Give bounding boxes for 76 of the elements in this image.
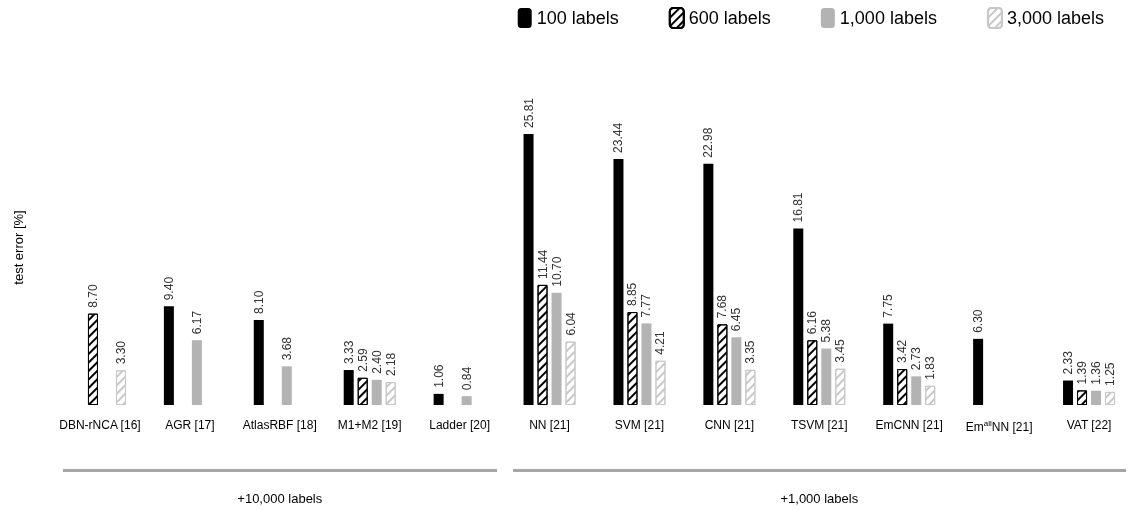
data-label: 6.45 — [729, 307, 744, 332]
data-label: 6.04 — [563, 311, 578, 336]
bar — [281, 366, 292, 405]
data-label: 2.73 — [909, 346, 924, 371]
data-label: 23.44 — [611, 122, 626, 153]
data-label: 3.42 — [895, 339, 910, 364]
data-label: 8.85 — [625, 282, 640, 307]
legend-label: 1,000 labels — [839, 8, 937, 28]
x-tick-label: SVM [21] — [614, 418, 665, 432]
data-label: 9.40 — [161, 276, 176, 301]
bar — [523, 134, 534, 405]
bar — [253, 319, 264, 405]
x-tick-label: VAT [22] — [1066, 418, 1112, 432]
data-label: 8.70 — [85, 283, 100, 308]
data-label: 1.06 — [431, 364, 446, 388]
data-label: 1.83 — [923, 356, 938, 380]
bar — [883, 323, 894, 405]
bar — [371, 379, 382, 405]
bar — [343, 370, 354, 405]
text: +10,000 labels — [237, 490, 323, 506]
bar — [461, 396, 472, 405]
x-tick-label: AtlasRBF [18] — [242, 418, 317, 432]
data-label: 11.44 — [535, 249, 550, 279]
x-tick-label: CNN [21] — [704, 418, 755, 432]
bar — [821, 348, 832, 405]
x-tick-label: TSVM [21] — [790, 418, 848, 432]
x-tick-label: M1+M2 [19] — [337, 418, 402, 432]
bar — [731, 337, 742, 405]
data-label: 2.33 — [1061, 350, 1076, 375]
bar — [973, 338, 984, 405]
bar — [191, 340, 202, 405]
data-label: 16.81 — [791, 192, 806, 223]
bar — [551, 292, 562, 405]
bar — [163, 306, 174, 405]
x-tick-label: DBN-rNCA [16] — [59, 418, 141, 432]
data-label: 25.81 — [521, 97, 536, 128]
text: +1,000 labels — [780, 490, 859, 506]
data-label: 3.30 — [113, 340, 128, 365]
bar — [793, 228, 804, 405]
data-label: 6.30 — [971, 309, 986, 333]
data-label: 8.10 — [251, 290, 266, 314]
data-label: 3.68 — [279, 336, 294, 361]
bar — [1063, 380, 1074, 405]
data-label: 3.35 — [743, 340, 758, 364]
legend-label: 600 labels — [688, 8, 771, 28]
x-tick-label: NN [21] — [529, 418, 570, 432]
data-label: 7.75 — [881, 293, 896, 318]
data-label: 1.39 — [1075, 360, 1090, 385]
data-label: 6.17 — [189, 310, 204, 335]
data-label: 3.33 — [341, 340, 356, 365]
bar — [703, 163, 714, 405]
data-label: 2.18 — [383, 352, 398, 377]
x-tick-label: Ladder [20] — [429, 418, 490, 432]
bar — [433, 393, 444, 405]
data-label: 4.21 — [653, 331, 668, 355]
data-label: 22.98 — [701, 127, 716, 158]
data-label: 6.16 — [805, 310, 820, 335]
x-tick-label: AGR [17] — [165, 418, 215, 432]
data-label: 1.25 — [1103, 362, 1118, 386]
data-label: 2.40 — [369, 350, 384, 374]
data-label: 0.84 — [459, 366, 474, 391]
bar — [911, 376, 922, 405]
data-label: 7.77 — [639, 293, 654, 318]
y-axis-title: test error [%] — [11, 210, 26, 285]
legend-label: 3,000 labels — [1006, 8, 1104, 28]
x-tick-label: EmCNN [21] — [875, 418, 943, 432]
bar — [1091, 390, 1102, 405]
bar — [613, 158, 624, 405]
data-label: 10.70 — [549, 256, 564, 287]
data-label: 7.68 — [715, 294, 730, 319]
data-label: 3.45 — [833, 339, 848, 363]
data-label: 5.38 — [819, 318, 834, 343]
legend-label: 100 labels — [536, 8, 619, 28]
bar — [641, 323, 652, 405]
data-label: 1.36 — [1089, 361, 1104, 385]
data-label: 2.59 — [355, 348, 370, 372]
